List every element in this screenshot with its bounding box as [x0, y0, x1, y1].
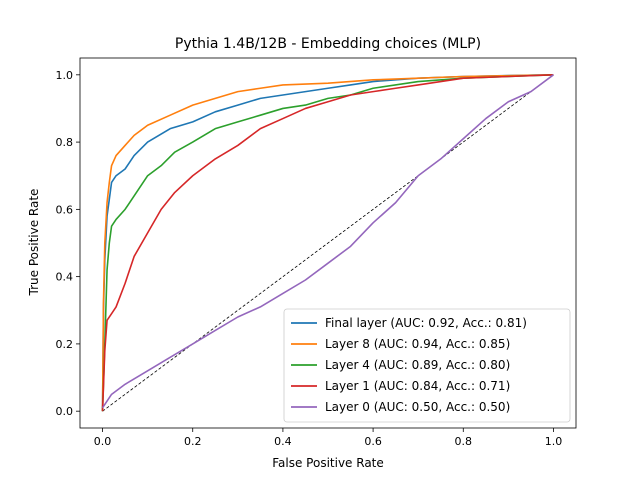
x-axis-label: False Positive Rate — [272, 456, 384, 470]
y-tick-label: 0.2 — [56, 338, 74, 351]
x-tick-label: 0.2 — [184, 435, 202, 448]
series-line-3 — [101, 74, 554, 412]
series-line-2 — [101, 74, 554, 412]
legend-label-1: Layer 8 (AUC: 0.94, Acc.: 0.85) — [325, 337, 510, 351]
axes-frame — [79, 57, 577, 429]
chart-title: Pythia 1.4B/12B - Embedding choices (MLP… — [175, 36, 481, 52]
series-line-4 — [101, 74, 554, 409]
y-axis-label: True Positive Rate — [27, 189, 41, 297]
series-line-1 — [101, 74, 554, 412]
y-tick-label: 1.0 — [56, 69, 74, 82]
legend-label-0: Final layer (AUC: 0.92, Acc.: 0.81) — [325, 316, 527, 330]
plot-area — [101, 74, 554, 412]
y-tick-label: 0.0 — [56, 405, 74, 418]
axes: 0.0 0.2 0.4 0.6 0.8 1.0 0.0 0.2 0.4 0.6 0.8 1.0 — [56, 57, 577, 448]
legend-label-3: Layer 1 (AUC: 0.84, Acc.: 0.71) — [325, 379, 510, 393]
x-tick-label: 0.4 — [274, 435, 292, 448]
x-tick-label: 0.0 — [94, 435, 112, 448]
legend: Final layer (AUC: 0.92, Acc.: 0.81) Layer… — [283, 308, 571, 423]
x-tick-label: 0.6 — [364, 435, 382, 448]
y-tick-label: 0.4 — [56, 271, 74, 284]
series-line-0 — [101, 74, 554, 412]
x-tick-label: 1.0 — [545, 435, 563, 448]
diagonal-reference-line — [102, 74, 554, 412]
y-tick-label: 0.8 — [56, 136, 74, 149]
legend-label-2: Layer 4 (AUC: 0.89, Acc.: 0.80) — [325, 358, 510, 372]
legend-box — [283, 308, 571, 423]
y-tick-label: 0.6 — [56, 203, 74, 216]
x-tick-label: 0.8 — [455, 435, 473, 448]
legend-label-4: Layer 0 (AUC: 0.50, Acc.: 0.50) — [325, 400, 510, 414]
